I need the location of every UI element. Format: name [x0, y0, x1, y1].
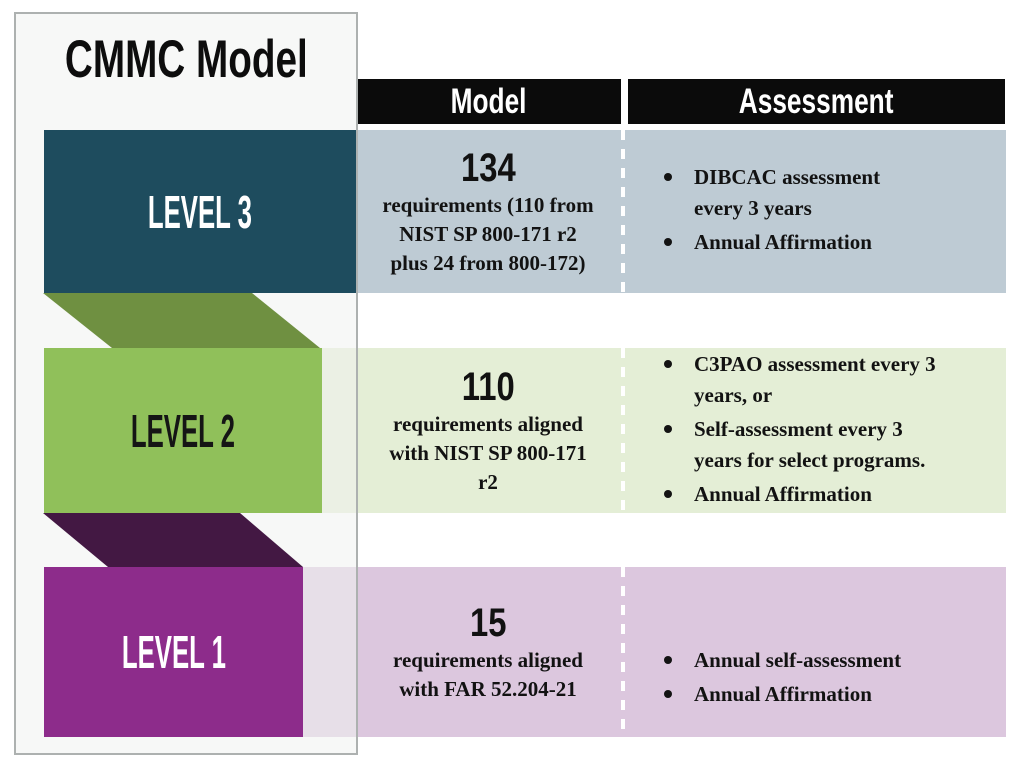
level3-label: LEVEL 3 — [147, 185, 253, 238]
level2-block: LEVEL 2 — [44, 348, 322, 513]
level2-model-desc-line: with NIST SP 800-171 — [389, 441, 587, 465]
level3-model-desc-line: requirements (110 from — [382, 193, 594, 217]
assessment-bullet: C3PAO assessment every 3 years, or — [664, 349, 1000, 411]
level3-requirement-count: 134 — [460, 146, 516, 190]
bullet-text: Annual Affirmation — [694, 481, 872, 506]
bullet-icon — [664, 238, 672, 246]
bullet-text: Annual Affirmation — [694, 682, 872, 706]
level3-model-desc-line: plus 24 from 800-172) — [390, 251, 586, 275]
assessment-column-header: Assessment — [628, 79, 1005, 124]
level2-model-desc-line: requirements aligned — [393, 412, 583, 436]
bullet-icon — [664, 359, 672, 368]
level1-block: LEVEL 1 — [44, 567, 303, 737]
assessment-bullet: DIBCAC assessment every 3 years — [664, 162, 1000, 224]
level3-model-desc-line: NIST SP 800-171 r2 — [399, 222, 577, 246]
level1-model-desc-line: requirements aligned — [393, 648, 583, 672]
bullet-text: DIBCAC assessment — [694, 165, 881, 189]
bullet-icon — [664, 173, 672, 181]
level2-assessment-cell: C3PAO assessment every 3 years, or Self-… — [664, 348, 1000, 513]
bullet-text: every 3 years — [694, 196, 812, 220]
assessment-bullet: Annual self-assessment — [664, 645, 1000, 676]
level2-requirement-count: 110 — [461, 365, 515, 409]
row-level1: 15 requirements aligned with FAR 52.204-… — [303, 567, 1006, 737]
level2-model-cell: 110 requirements aligned with NIST SP 80… — [356, 348, 620, 513]
level1-model-desc-line: with FAR 52.204-21 — [399, 677, 577, 701]
bullet-text: C3PAO assessment every 3 — [694, 351, 936, 376]
level2-model-desc-line: r2 — [478, 470, 498, 494]
level3-assessment-cell: DIBCAC assessment every 3 years Annual A… — [664, 130, 1000, 293]
bullet-text: years for select programs. — [694, 447, 926, 472]
dashed-column-divider — [621, 130, 625, 293]
row-level2: 110 requirements aligned with NIST SP 80… — [303, 348, 1006, 513]
level1-requirement-count: 15 — [469, 601, 507, 645]
bullet-text: Self-assessment every 3 — [694, 416, 903, 441]
level2-label: LEVEL 2 — [130, 404, 236, 457]
bullet-text: Annual self-assessment — [694, 648, 902, 672]
bullet-text: Annual Affirmation — [694, 230, 872, 254]
assessment-bullet: Annual Affirmation — [664, 479, 1000, 510]
assessment-bullet: Self-assessment every 3 years for select… — [664, 414, 1000, 476]
bullet-icon — [664, 690, 672, 698]
page-title: CMMC Model — [64, 30, 308, 89]
level1-label: LEVEL 1 — [121, 626, 226, 678]
row-level3: 134 requirements (110 from NIST SP 800-1… — [303, 130, 1006, 293]
level3-block: LEVEL 3 — [44, 130, 356, 293]
model-column-header: Model — [356, 79, 621, 124]
bullet-text: years, or — [694, 382, 773, 407]
dashed-column-divider — [621, 567, 625, 737]
dashed-column-divider — [621, 348, 625, 513]
level1-model-cell: 15 requirements aligned with FAR 52.204-… — [356, 567, 620, 737]
bullet-icon — [664, 489, 672, 498]
level1-assessment-cell: Annual self-assessment Annual Affirmatio… — [664, 567, 1000, 737]
assessment-bullet: Annual Affirmation — [664, 679, 1000, 710]
bullet-icon — [664, 656, 672, 664]
table-header: Model Assessment — [356, 79, 1005, 124]
bullet-icon — [664, 424, 672, 433]
level3-model-cell: 134 requirements (110 from NIST SP 800-1… — [356, 130, 620, 293]
header-divider — [621, 79, 628, 124]
assessment-bullet: Annual Affirmation — [664, 227, 1000, 258]
